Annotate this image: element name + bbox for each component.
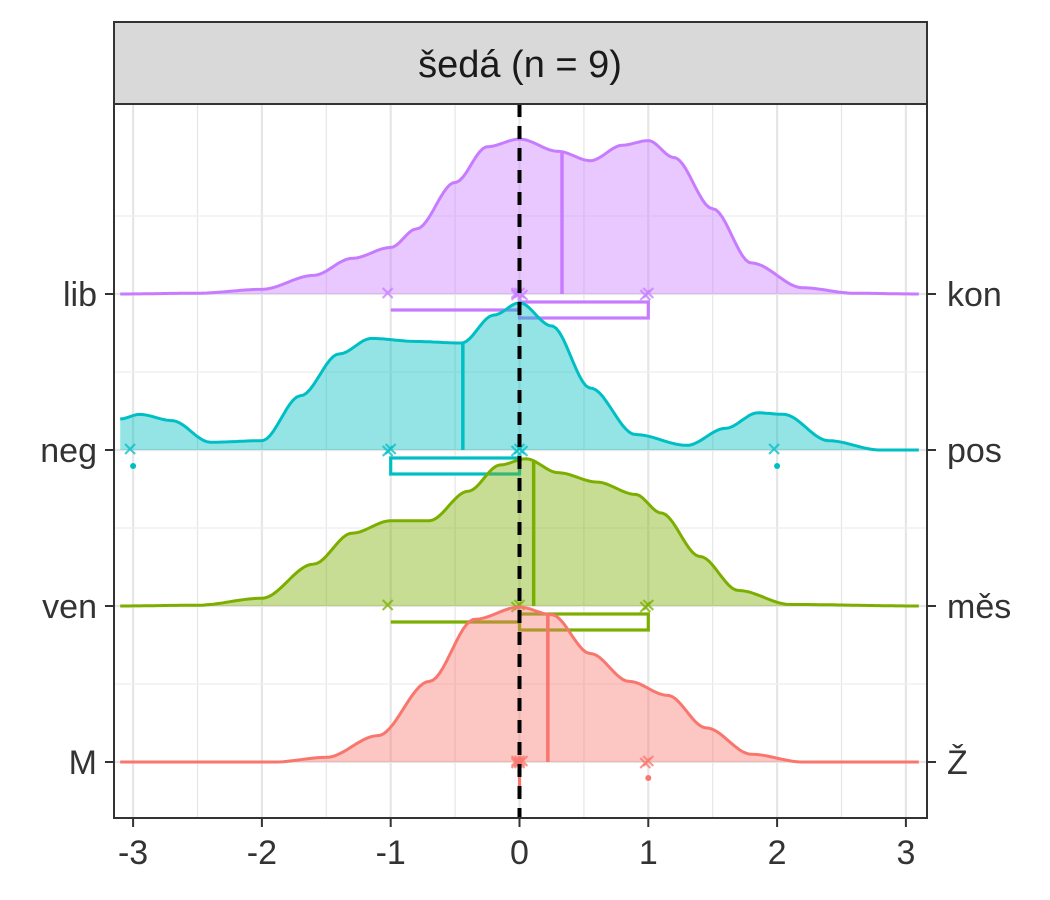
facet-strip (113, 21, 928, 105)
data-point (513, 755, 526, 767)
x-tick-label: 2 (768, 834, 787, 872)
outlier-point (774, 463, 781, 469)
data-point (381, 599, 394, 611)
data-point (642, 755, 655, 767)
y-label-left: M (69, 744, 97, 782)
data-point (516, 445, 529, 457)
data-point (642, 287, 655, 299)
data-point (384, 443, 397, 455)
x-tick-label: 0 (510, 834, 529, 872)
outlier-point (645, 775, 652, 781)
y-label-right: měs (947, 588, 1011, 626)
x-tick-label: 3 (896, 834, 915, 872)
y-label-right: Ž (947, 744, 968, 782)
y-label-left: lib (63, 276, 97, 314)
x-tick-label: -1 (376, 834, 406, 872)
x-tick-label: -2 (247, 834, 277, 872)
density-line (120, 605, 919, 764)
data-point (124, 443, 136, 455)
data-point (768, 443, 780, 455)
x-tick-label: -3 (118, 834, 148, 872)
axes: -3 -2 -1 0 1 2 3 lib kon neg pos ven měs M Ž (40, 276, 1011, 872)
data-point (642, 599, 655, 611)
box (517, 300, 650, 320)
y-label-left: neg (40, 432, 97, 470)
facet-title: šedá (n = 9) (418, 44, 622, 86)
y-label-right: pos (947, 432, 1002, 470)
x-tick-label: 1 (639, 834, 658, 872)
y-label-right: kon (947, 276, 1002, 314)
y-label-left: ven (42, 588, 97, 626)
outlier-point (130, 463, 137, 469)
data-point (381, 287, 394, 299)
